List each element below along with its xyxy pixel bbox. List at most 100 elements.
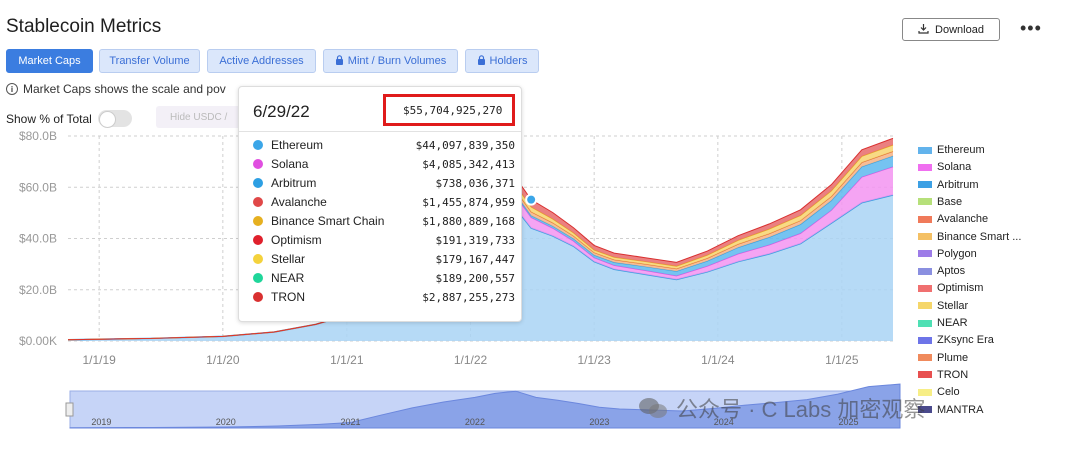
tooltip-series-name: Optimism xyxy=(271,233,322,247)
legend-swatch xyxy=(918,181,932,189)
chart-tooltip: 6/29/22 $55,704,925,270 Ethereum $44,097,… xyxy=(238,86,522,322)
tab-label: Active Addresses xyxy=(219,55,304,67)
navigator-tick-label: 2024 xyxy=(714,417,734,427)
series-dot xyxy=(253,216,263,226)
navigator-tick-label: 2023 xyxy=(589,417,609,427)
legend-swatch xyxy=(918,215,932,223)
legend-label: Optimism xyxy=(937,282,984,295)
tooltip-total-highlight xyxy=(383,94,515,126)
tooltip-series-name: Avalanche xyxy=(271,195,327,209)
tooltip-series-name: Arbitrum xyxy=(271,176,317,190)
x-tick-label: 1/1/19 xyxy=(82,353,116,367)
legend-item[interactable]: TRON xyxy=(918,368,1058,382)
tab-mint-burn-volumes[interactable]: Mint / Burn Volumes xyxy=(323,49,458,73)
legend-swatch xyxy=(918,163,932,171)
tab-transfer-volume[interactable]: Transfer Volume xyxy=(99,49,200,73)
legend-label: MANTRA xyxy=(937,403,984,416)
tooltip-series-value: $191,319,733 xyxy=(435,233,515,247)
show-pct-toggle[interactable] xyxy=(97,110,132,128)
tooltip-series-value: $2,887,255,273 xyxy=(422,290,515,304)
legend-item[interactable]: Celo xyxy=(918,385,1058,399)
tooltip-row: Binance Smart Chain $1,880,889,168 xyxy=(253,212,515,230)
y-tick-label: $20.0B xyxy=(19,283,57,297)
tooltip-date: 6/29/22 xyxy=(253,102,310,121)
legend-item[interactable]: Plume xyxy=(918,351,1058,365)
legend-item[interactable]: Stellar xyxy=(918,299,1058,313)
tooltip-series-name: Solana xyxy=(271,157,309,171)
legend-item[interactable]: Avalanche xyxy=(918,212,1058,226)
watermark: 公众号 · C Labs 加密观察 xyxy=(638,392,925,424)
legend-swatch xyxy=(918,302,932,310)
tooltip-series-value: $1,455,874,959 xyxy=(422,195,515,209)
legend-swatch xyxy=(918,319,932,327)
legend-swatch xyxy=(918,250,932,258)
legend-swatch xyxy=(918,406,932,413)
navigator-tick-label: 2025 xyxy=(839,417,859,427)
tooltip-series-value: $44,097,839,350 xyxy=(415,138,515,152)
tooltip-series-value: $1,880,889,168 xyxy=(422,214,515,228)
legend-swatch xyxy=(918,198,932,206)
info-icon: i xyxy=(6,83,18,95)
x-tick-label: 1/1/20 xyxy=(206,353,240,367)
legend-item[interactable]: Polygon xyxy=(918,247,1058,261)
series-dot xyxy=(253,235,263,245)
tooltip-row: Optimism $191,319,733 xyxy=(253,231,515,249)
legend-swatch xyxy=(918,388,932,396)
legend-label: Avalanche xyxy=(937,213,989,226)
tooltip-row: NEAR $189,200,557 xyxy=(253,269,515,287)
legend-item[interactable]: Solana xyxy=(918,160,1058,174)
legend-label: Stellar xyxy=(937,299,969,312)
tooltip-row: Solana $4,085,342,413 xyxy=(253,155,515,173)
wechat-icon xyxy=(638,396,668,420)
legend-label: Aptos xyxy=(937,265,966,278)
legend-swatch xyxy=(918,371,932,379)
info-text: Market Caps shows the scale and pov xyxy=(23,82,226,96)
hide-usdc-button[interactable]: Hide USDC / xyxy=(156,106,246,128)
legend-swatch xyxy=(918,146,932,154)
legend-item[interactable]: Aptos xyxy=(918,264,1058,278)
tooltip-row: Avalanche $1,455,874,959 xyxy=(253,193,515,211)
tooltip-series-name: NEAR xyxy=(271,271,305,285)
legend-item[interactable]: ZKsync Era xyxy=(918,333,1058,347)
x-tick-label: 1/1/25 xyxy=(825,353,859,367)
download-icon xyxy=(918,23,929,37)
legend-label: NEAR xyxy=(937,317,968,329)
tab-label: Holders xyxy=(489,55,528,67)
tab-label: Market Caps xyxy=(18,55,81,67)
legend-item[interactable]: Ethereum xyxy=(918,143,1058,157)
tab-market-caps[interactable]: Market Caps xyxy=(6,49,93,73)
legend-item[interactable]: Binance Smart ... xyxy=(918,230,1058,244)
navigator-area xyxy=(69,383,901,429)
page-title: Stablecoin Metrics xyxy=(6,16,162,37)
tooltip-row: Arbitrum $738,036,371 xyxy=(253,174,515,192)
legend-item[interactable]: NEAR xyxy=(918,316,1058,330)
series-dot xyxy=(253,178,263,188)
series-dot xyxy=(253,140,263,150)
tooltip-row: TRON $2,887,255,273 xyxy=(253,288,515,306)
legend-swatch xyxy=(918,233,932,240)
download-button[interactable]: Download xyxy=(902,18,1000,41)
lock-icon xyxy=(335,54,344,68)
x-tick-label: 1/1/24 xyxy=(701,353,735,367)
tab-holders[interactable]: Holders xyxy=(465,49,539,73)
tooltip-series-value: $4,085,342,413 xyxy=(422,157,515,171)
tab-label: Transfer Volume xyxy=(109,55,190,67)
legend-swatch xyxy=(918,336,932,344)
navigator-tick-label: 2019 xyxy=(91,417,111,427)
download-label: Download xyxy=(935,23,984,36)
more-options-button[interactable]: ••• xyxy=(1020,18,1042,38)
legend-item[interactable]: Optimism xyxy=(918,281,1058,295)
navigator-tick-label: 2020 xyxy=(216,417,236,427)
navigator-handle-left xyxy=(65,402,74,417)
legend-item[interactable]: MANTRA xyxy=(918,403,1058,417)
legend-item[interactable]: Arbitrum xyxy=(918,178,1058,192)
legend-item[interactable]: Base xyxy=(918,195,1058,209)
legend-label: Polygon xyxy=(937,247,977,260)
legend-label: Plume xyxy=(937,351,969,364)
tooltip-series-name: Stellar xyxy=(271,252,306,266)
show-pct-control: Show % of Total xyxy=(6,110,132,128)
tab-label: Mint / Burn Volumes xyxy=(347,55,447,67)
navigator-tick-label: 2021 xyxy=(341,417,361,427)
tab-active-addresses[interactable]: Active Addresses xyxy=(207,49,316,73)
lock-icon xyxy=(477,54,486,68)
